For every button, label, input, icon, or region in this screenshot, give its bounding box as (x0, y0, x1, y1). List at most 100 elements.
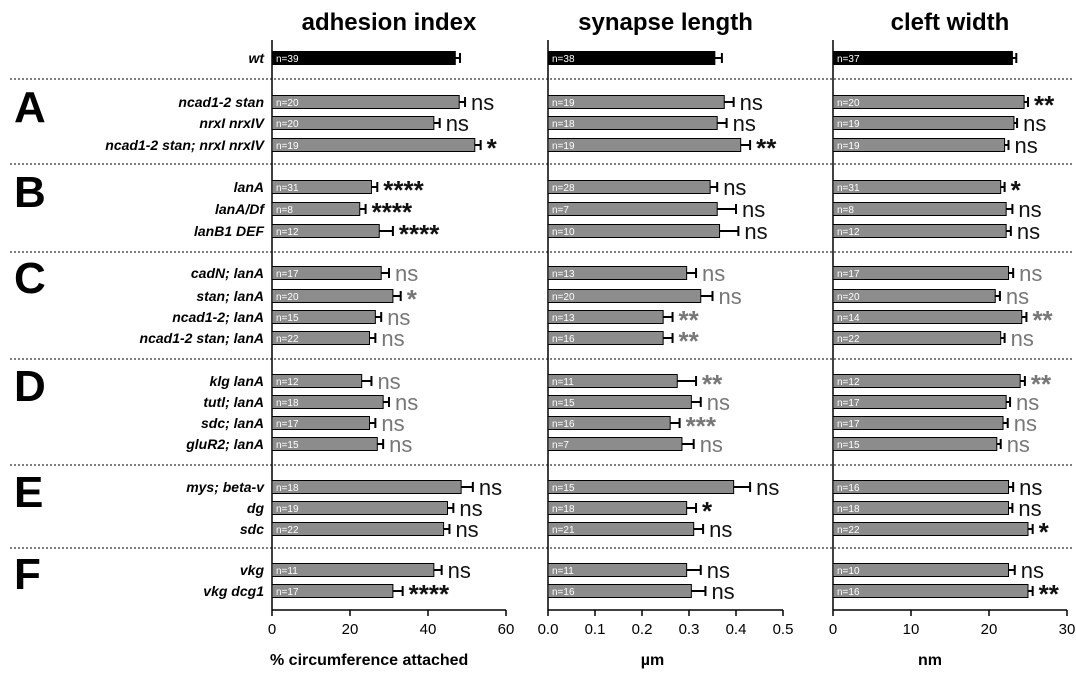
x-axis-label-1: µm (641, 652, 664, 669)
n-label: n=13 (552, 313, 575, 324)
n-label: n=20 (276, 292, 299, 303)
n-label: n=17 (276, 587, 299, 598)
n-label: n=19 (837, 141, 860, 152)
significance-label: * (1011, 175, 1022, 205)
significance-label: ns (740, 90, 763, 115)
n-label: n=12 (276, 377, 299, 388)
x-tick-label-2-0: 0 (829, 621, 837, 638)
group-letter-B: B (14, 168, 46, 217)
n-label: n=20 (837, 98, 860, 109)
genotype-label: ncad1-2 stan (178, 94, 264, 110)
bar (547, 480, 735, 494)
significance-label: ns (1016, 390, 1039, 415)
significance-label: **** (399, 219, 440, 249)
significance-label: **** (383, 175, 424, 205)
group-letter-C: C (14, 254, 46, 303)
group-letter-A: A (14, 83, 46, 132)
bar (271, 95, 460, 109)
significance-label: ns (395, 261, 418, 286)
significance-label: ns (756, 475, 779, 500)
n-label: n=16 (552, 587, 575, 598)
x-tick-label-0-3: 60 (498, 621, 515, 638)
panel-title-2: cleft width (891, 9, 1010, 36)
n-label: n=37 (837, 54, 860, 65)
genotype-label: klg lanA (210, 373, 264, 389)
significance-label: ns (707, 558, 730, 583)
significance-label: ** (679, 305, 700, 335)
significance-label: * (1039, 517, 1050, 547)
genotype-label: ncad1-2 stan; nrxI nrxIV (105, 137, 265, 153)
genotype-label: ncad1-2 stan; lanA (140, 330, 264, 346)
significance-label: ns (1011, 326, 1034, 351)
significance-label: ns (448, 558, 471, 583)
bar (832, 116, 1015, 130)
significance-label: ** (756, 133, 777, 163)
significance-label: ns (1019, 475, 1042, 500)
genotype-label: wt (248, 50, 265, 66)
genotype-label: tutl; lanA (203, 394, 264, 410)
group-letter-E: E (14, 468, 43, 517)
n-label: n=15 (552, 398, 575, 409)
x-tick-label-1-5: 0.5 (773, 621, 794, 638)
n-label: n=38 (552, 54, 575, 65)
significance-label: ns (1023, 111, 1046, 136)
significance-label: ns (479, 475, 502, 500)
n-label: n=20 (837, 292, 860, 303)
x-tick-label-1-3: 0.3 (679, 621, 700, 638)
n-label: n=12 (837, 227, 860, 238)
n-label: n=19 (552, 141, 575, 152)
n-label: n=16 (552, 334, 575, 345)
significance-label: ns (723, 175, 746, 200)
significance-label: ns (1018, 197, 1041, 222)
n-label: n=15 (837, 440, 860, 451)
n-label: n=18 (276, 398, 299, 409)
bar (271, 51, 456, 65)
n-label: n=17 (837, 269, 860, 280)
significance-label: ns (707, 390, 730, 415)
significance-label: ns (742, 197, 765, 222)
significance-label: ns (446, 111, 469, 136)
n-label: n=7 (552, 205, 569, 216)
genotype-label: lanA/Df (215, 201, 265, 217)
significance-label: ns (719, 284, 742, 309)
significance-label: ns (389, 432, 412, 457)
significance-label: ** (1034, 90, 1055, 120)
genotype-label: lanB1 DEF (194, 223, 264, 239)
x-axis-label-2: nm (918, 652, 942, 669)
x-tick-label-0-2: 40 (420, 621, 437, 638)
x-tick-label-1-1: 0.1 (585, 621, 606, 638)
n-label: n=20 (276, 119, 299, 130)
bar (832, 374, 1021, 388)
bar (832, 522, 1029, 536)
n-label: n=22 (276, 334, 299, 345)
x-tick-label-1-0: 0.0 (538, 621, 559, 638)
genotype-label: mys; beta-v (186, 479, 265, 495)
n-label: n=7 (552, 440, 569, 451)
x-tick-label-1-4: 0.4 (726, 621, 747, 638)
significance-label: ns (377, 369, 400, 394)
n-label: n=10 (552, 227, 575, 238)
genotype-label: stan; lanA (196, 288, 264, 304)
n-label: n=22 (837, 525, 860, 536)
significance-label: ** (1032, 305, 1053, 335)
n-label: n=11 (276, 566, 298, 577)
significance-label: ns (1018, 496, 1041, 521)
significance-label: ns (1021, 558, 1044, 583)
significance-label: ns (702, 261, 725, 286)
significance-label: **** (409, 579, 450, 609)
n-label: n=22 (837, 334, 860, 345)
significance-label: ** (702, 369, 723, 399)
bar (832, 584, 1029, 598)
n-label: n=11 (552, 377, 574, 388)
genotype-label: sdc; lanA (201, 415, 264, 431)
genotype-label: cadN; lanA (191, 265, 264, 281)
n-label: n=19 (837, 119, 860, 130)
n-label: n=17 (276, 269, 299, 280)
genotype-label: vkg (240, 562, 265, 578)
genotype-label: gluR2; lanA (185, 436, 264, 452)
significance-label: * (487, 133, 498, 163)
n-label: n=18 (552, 504, 575, 515)
significance-label: ns (744, 219, 767, 244)
n-label: n=28 (552, 183, 575, 194)
x-tick-label-0-1: 20 (342, 621, 359, 638)
